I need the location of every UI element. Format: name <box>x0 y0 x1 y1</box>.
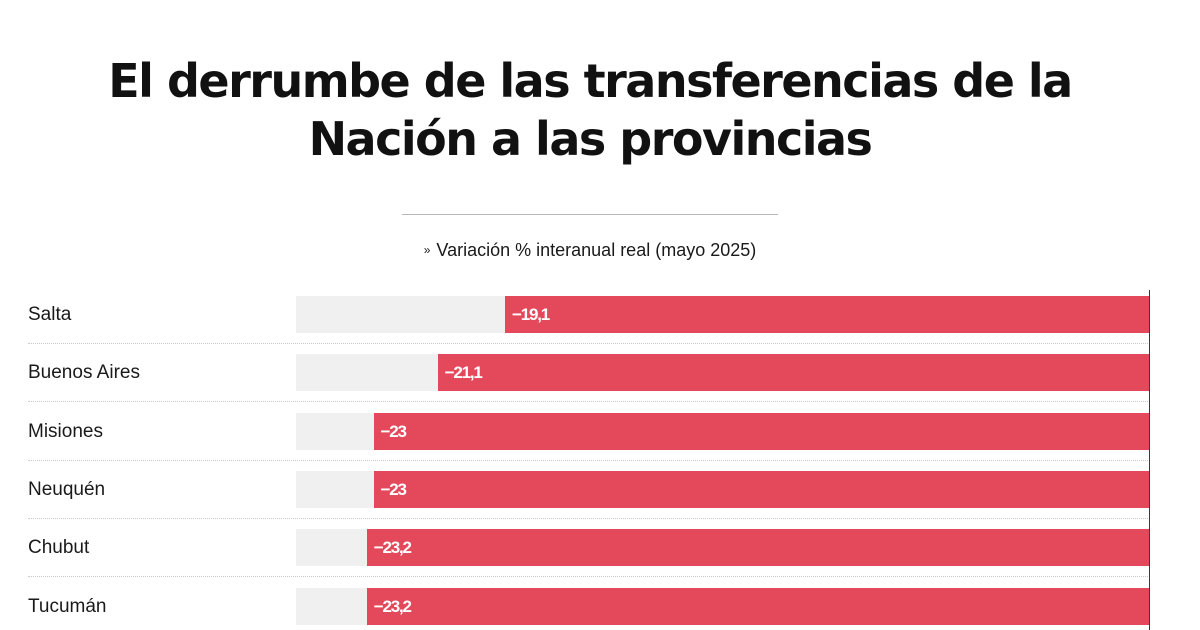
category-label: Salta <box>28 304 72 325</box>
bar-value-label: −23 <box>380 479 407 499</box>
legend: » Variación % interanual real (mayo 2025) <box>0 240 1180 261</box>
row-separator <box>28 401 1148 403</box>
bar-value-label: −23,2 <box>373 538 412 558</box>
row-separator <box>28 576 1148 578</box>
bar <box>366 587 1149 625</box>
category-label: Buenos Aires <box>28 362 140 384</box>
bar-value-label: −19,1 <box>512 305 550 324</box>
bar <box>366 529 1149 567</box>
title-divider <box>402 214 778 215</box>
bar <box>373 470 1149 508</box>
bar-value-label: −23 <box>380 421 407 441</box>
bar <box>505 296 1149 333</box>
chart-title-line-1: El derrumbe de las transferencias de la <box>108 54 1073 108</box>
category-label: Misiones <box>28 420 103 442</box>
row-separator <box>28 517 1148 519</box>
zero-axis-line <box>1149 290 1150 630</box>
row-separator <box>28 459 1148 461</box>
row-separator <box>28 343 1148 344</box>
category-label: Neuquén <box>28 478 106 500</box>
chart-title-line-2: Nación a las provincias <box>308 112 873 166</box>
chart-title: El derrumbe de las transferencias de la … <box>0 52 1180 168</box>
bar-value-label: −23,2 <box>373 596 412 616</box>
bar-value-label: −21,1 <box>444 363 483 383</box>
bar <box>437 354 1149 392</box>
legend-label: Variación % interanual real (mayo 2025) <box>436 240 757 260</box>
bar <box>373 412 1149 450</box>
legend-marker-icon: » <box>423 243 431 257</box>
category-label: Tucumán <box>28 595 107 617</box>
category-label: Chubut <box>28 537 90 559</box>
